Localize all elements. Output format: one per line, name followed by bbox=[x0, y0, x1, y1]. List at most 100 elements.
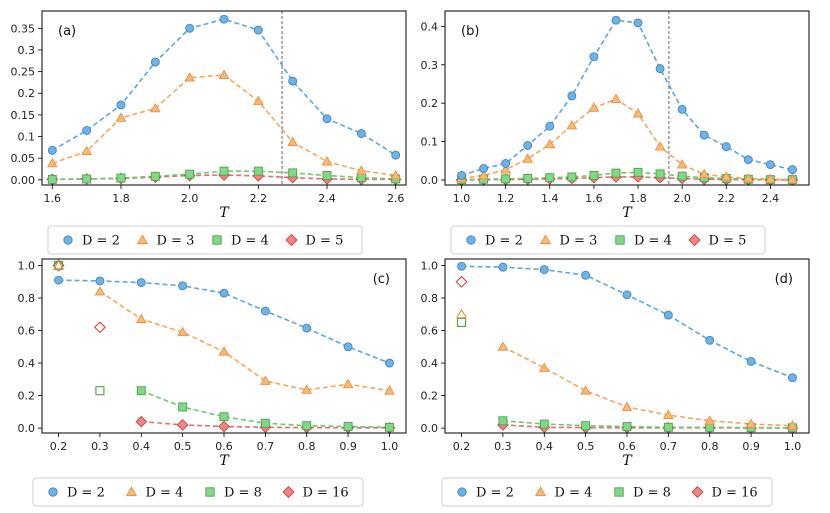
data-point bbox=[545, 121, 555, 131]
series-line bbox=[51, 18, 397, 156]
data-point bbox=[500, 164, 512, 174]
x-tick-label: 0.4 bbox=[133, 440, 151, 453]
x-tick-label: 1.2 bbox=[497, 192, 515, 205]
data-point bbox=[539, 419, 549, 429]
data-point bbox=[743, 155, 753, 165]
legend-marker bbox=[457, 487, 467, 497]
x-tick-label: 0.5 bbox=[174, 440, 192, 453]
open-data-point bbox=[455, 308, 468, 319]
data-point bbox=[135, 313, 147, 324]
x-tick-label: 0.9 bbox=[339, 440, 357, 453]
y-tick-label: 0.4 bbox=[421, 20, 439, 33]
data-point bbox=[497, 341, 509, 351]
data-point bbox=[662, 409, 674, 420]
data-point bbox=[322, 171, 332, 180]
y-tick-label: 0.3 bbox=[18, 44, 36, 57]
panel-label: (c) bbox=[373, 272, 390, 287]
data-point bbox=[522, 153, 534, 163]
data-point bbox=[176, 419, 189, 431]
data-point bbox=[343, 342, 353, 352]
legend-entry: D = 16 bbox=[303, 486, 349, 501]
legend-marker bbox=[691, 485, 704, 499]
data-point bbox=[478, 169, 489, 180]
data-point bbox=[742, 172, 754, 183]
data-point bbox=[581, 421, 591, 431]
data-point bbox=[219, 14, 229, 24]
data-point bbox=[523, 174, 533, 183]
data-point bbox=[218, 420, 230, 433]
data-point bbox=[479, 164, 489, 173]
y-tick-label: 0.00 bbox=[11, 174, 36, 187]
x-tick-label: 1.6 bbox=[585, 192, 603, 205]
data-point bbox=[219, 412, 229, 422]
data-point bbox=[252, 95, 264, 105]
legend-entry: D = 4 bbox=[146, 486, 184, 501]
legend-marker bbox=[125, 486, 138, 497]
x-tick-label: 1.8 bbox=[112, 192, 130, 205]
data-point bbox=[654, 141, 666, 151]
y-tick-label: 0.25 bbox=[11, 66, 36, 79]
x-tick-label: 0.2 bbox=[50, 440, 68, 453]
data-point bbox=[115, 112, 127, 122]
data-point bbox=[218, 346, 230, 356]
legend-marker bbox=[63, 235, 73, 245]
data-point bbox=[95, 276, 105, 286]
data-point bbox=[498, 262, 508, 272]
data-point bbox=[302, 323, 312, 333]
panel-d: 0.0 0.2 0.4 0.6 0.8 1.0 0.2 0.3 0.4 0.5 0.6 0.7 0.8 0… bbox=[421, 258, 810, 469]
data-point bbox=[655, 64, 665, 74]
data-point bbox=[498, 416, 508, 426]
y-tick-label: 0.1 bbox=[421, 136, 439, 149]
data-point bbox=[135, 415, 148, 428]
data-point bbox=[94, 286, 106, 296]
data-point bbox=[219, 166, 229, 176]
y-tick-label: 0.0 bbox=[421, 422, 439, 435]
data-point bbox=[46, 157, 58, 168]
plot-frame bbox=[444, 258, 810, 434]
data-point bbox=[788, 165, 797, 175]
y-tick-label: 0.15 bbox=[11, 109, 36, 122]
data-point bbox=[253, 166, 263, 176]
data-point bbox=[581, 270, 591, 280]
legend-entry: D = 3 bbox=[157, 234, 195, 249]
series-line bbox=[502, 346, 793, 427]
legend-marker bbox=[615, 235, 625, 245]
data-point bbox=[457, 261, 466, 271]
data-point bbox=[150, 57, 160, 67]
legend-marker bbox=[539, 234, 552, 245]
series-line bbox=[99, 290, 390, 392]
y-tick-label: 0.8 bbox=[18, 292, 36, 305]
x-tick-label: 1.4 bbox=[541, 192, 559, 205]
series-line bbox=[461, 19, 793, 177]
data-point bbox=[787, 174, 798, 184]
data-point bbox=[178, 402, 188, 412]
legend-entry: D = 2 bbox=[82, 234, 120, 249]
legend-c: D = 2 D = 4 D = 8 D = 16 bbox=[32, 477, 364, 507]
data-point bbox=[288, 168, 298, 178]
data-point bbox=[633, 167, 643, 177]
x-tick-label: 1.6 bbox=[44, 192, 62, 205]
data-point bbox=[589, 52, 599, 62]
y-tick-label: 0.0 bbox=[421, 174, 439, 187]
data-point bbox=[321, 156, 333, 166]
data-point bbox=[390, 169, 402, 180]
legend-entry: D = 4 bbox=[634, 234, 672, 249]
data-point bbox=[580, 385, 592, 395]
x-tick-label: 0.8 bbox=[701, 440, 719, 453]
data-point bbox=[632, 108, 644, 118]
open-data-point bbox=[455, 275, 468, 288]
data-point bbox=[610, 93, 622, 103]
legend-marker bbox=[466, 235, 476, 245]
legend-a: D = 2 D = 3 D = 4 D = 5 bbox=[47, 225, 363, 255]
legend-marker bbox=[205, 487, 215, 497]
data-point bbox=[218, 69, 230, 79]
data-point bbox=[136, 386, 146, 396]
data-point bbox=[621, 401, 633, 411]
data-point bbox=[588, 102, 600, 112]
x-tick-label: 1.8 bbox=[629, 192, 647, 205]
data-point bbox=[384, 385, 395, 395]
panel-b: 0.0 0.1 0.2 0.3 0.4 1.0 1.2 1.4 1.6 1.8 2.0 2.2 2.4 T… bbox=[421, 10, 810, 221]
series-line bbox=[461, 98, 793, 181]
legend-marker bbox=[285, 233, 298, 247]
data-point bbox=[116, 173, 126, 183]
